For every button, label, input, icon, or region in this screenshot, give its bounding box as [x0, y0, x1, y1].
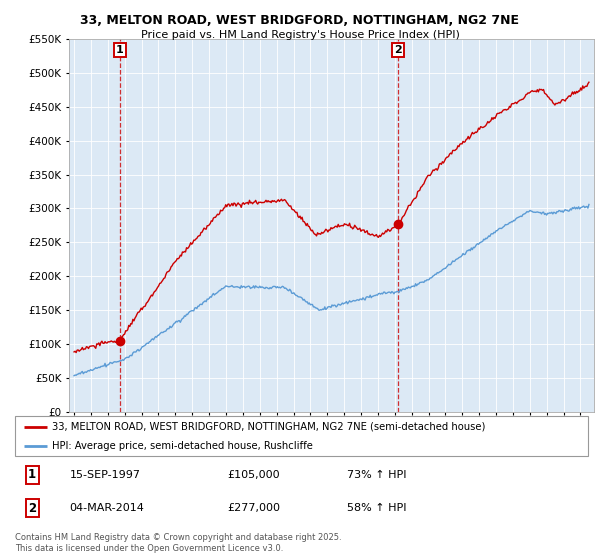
- Text: 2: 2: [28, 502, 36, 515]
- Text: 58% ↑ HPI: 58% ↑ HPI: [347, 503, 407, 513]
- Text: 2: 2: [394, 45, 401, 55]
- Text: 33, MELTON ROAD, WEST BRIDGFORD, NOTTINGHAM, NG2 7NE: 33, MELTON ROAD, WEST BRIDGFORD, NOTTING…: [80, 14, 520, 27]
- Text: HPI: Average price, semi-detached house, Rushcliffe: HPI: Average price, semi-detached house,…: [52, 441, 313, 450]
- Text: £277,000: £277,000: [227, 503, 280, 513]
- Text: Contains HM Land Registry data © Crown copyright and database right 2025.
This d: Contains HM Land Registry data © Crown c…: [15, 533, 341, 553]
- Text: 1: 1: [28, 468, 36, 481]
- Text: £105,000: £105,000: [227, 470, 280, 479]
- Text: 73% ↑ HPI: 73% ↑ HPI: [347, 470, 407, 479]
- Text: Price paid vs. HM Land Registry's House Price Index (HPI): Price paid vs. HM Land Registry's House …: [140, 30, 460, 40]
- Text: 04-MAR-2014: 04-MAR-2014: [70, 503, 145, 513]
- Text: 33, MELTON ROAD, WEST BRIDGFORD, NOTTINGHAM, NG2 7NE (semi-detached house): 33, MELTON ROAD, WEST BRIDGFORD, NOTTING…: [52, 422, 485, 432]
- Text: 15-SEP-1997: 15-SEP-1997: [70, 470, 140, 479]
- Text: 1: 1: [116, 45, 124, 55]
- FancyBboxPatch shape: [15, 416, 588, 456]
